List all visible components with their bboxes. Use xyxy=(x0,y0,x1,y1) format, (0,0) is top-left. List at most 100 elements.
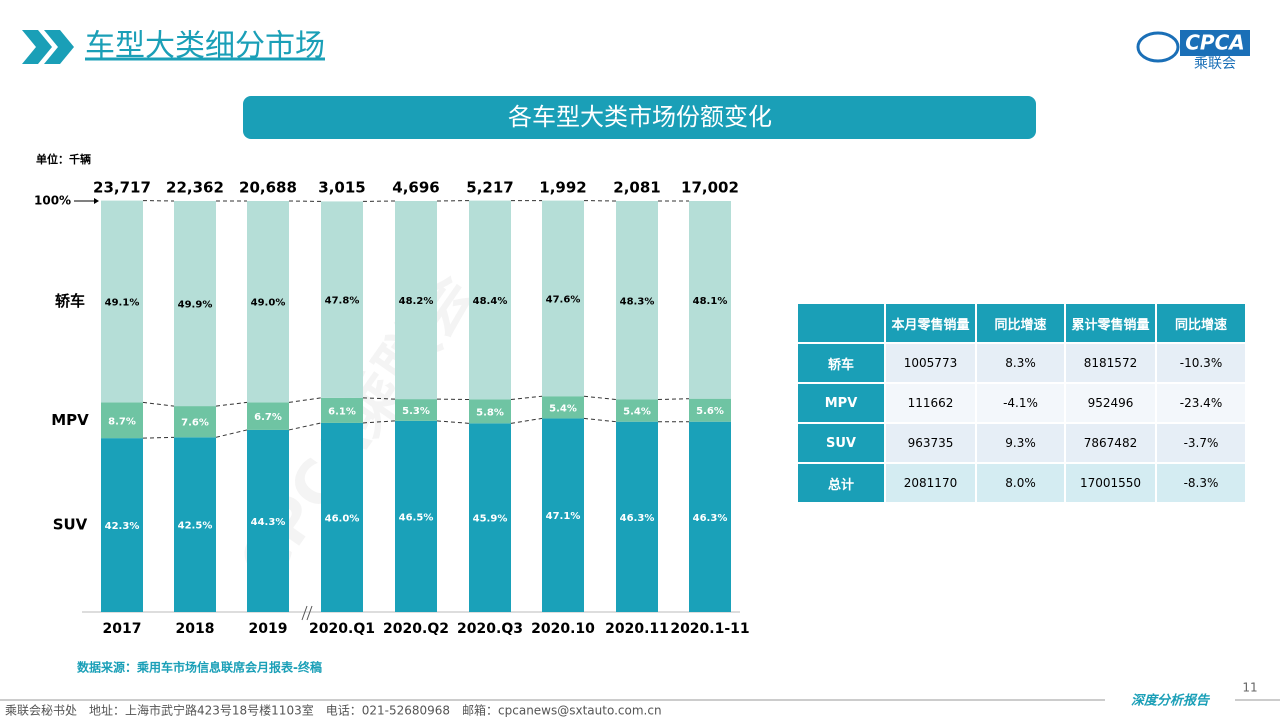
chevron xyxy=(22,30,52,64)
value-label: 42.3% xyxy=(105,521,140,532)
table-cell: 1005773 xyxy=(884,342,977,384)
bar-segment xyxy=(101,200,143,403)
x-tick-label: 2020.Q2 xyxy=(383,621,449,637)
bar-segment xyxy=(395,399,437,421)
table-cell: 952496 xyxy=(1064,382,1157,424)
value-label: 49.1% xyxy=(105,297,140,308)
value-label: 46.0% xyxy=(325,513,360,524)
table-cell: 7867482 xyxy=(1064,422,1157,464)
bar-segment xyxy=(321,422,363,612)
value-label: 6.7% xyxy=(254,412,282,423)
connector xyxy=(362,397,396,400)
bar-segment xyxy=(247,429,289,612)
value-label: 48.4% xyxy=(473,296,508,307)
bar-segment xyxy=(469,423,511,612)
connector xyxy=(510,417,543,424)
total-label: 5,217 xyxy=(466,179,513,197)
value-label: 46.3% xyxy=(693,513,728,524)
row-header: SUV xyxy=(796,422,886,464)
x-tick-label: 2020.Q3 xyxy=(457,621,523,637)
connector xyxy=(215,429,248,438)
value-label: 49.9% xyxy=(178,300,213,311)
table-header: 本月零售销量 同比增速 累计零售销量 同比增速 xyxy=(796,302,1247,344)
value-label: 47.1% xyxy=(546,511,581,522)
bar-segment xyxy=(395,420,437,612)
total-label: 2,081 xyxy=(613,179,660,197)
report-tag: 深度分析报告 xyxy=(1131,693,1211,709)
x-tick-label: 2020.10 xyxy=(531,621,595,637)
value-label: 47.6% xyxy=(546,294,581,305)
bar-segment xyxy=(689,398,731,422)
bar-segment xyxy=(174,201,216,407)
bar-segment xyxy=(616,201,658,400)
logo-box xyxy=(1180,30,1250,56)
table-cell: 2081170 xyxy=(884,462,977,504)
table-cell: -23.4% xyxy=(1155,382,1247,424)
table-cell: -10.3% xyxy=(1155,342,1247,384)
value-label: 48.3% xyxy=(620,296,655,307)
table-row: MPV 111662 -4.1% 952496 -23.4% xyxy=(796,382,1247,424)
connector xyxy=(657,398,690,401)
value-label: 5.4% xyxy=(549,403,577,414)
value-label: 44.3% xyxy=(251,517,286,528)
value-label: 5.4% xyxy=(623,407,651,418)
y-tick-label: 100% xyxy=(34,194,71,208)
table-row: SUV 963735 9.3% 7867482 -3.7% xyxy=(796,422,1247,464)
total-label: 3,015 xyxy=(318,179,365,197)
bar-segment xyxy=(542,200,584,397)
bar-segment xyxy=(395,201,437,400)
table-row: 轿车 1005773 8.3% 8181572 -10.3% xyxy=(796,342,1247,384)
x-tick-label: 2020.11 xyxy=(605,621,669,637)
value-label: 48.2% xyxy=(399,296,434,307)
total-label: 1,992 xyxy=(539,179,586,197)
bar-segment xyxy=(247,201,289,403)
header-cell xyxy=(796,302,886,344)
bar-segment xyxy=(174,437,216,612)
x-tick-label: 2017 xyxy=(103,621,142,637)
total-label: 23,717 xyxy=(93,179,151,197)
chart-title: 各车型大类市场份额变化 xyxy=(508,103,772,131)
table-cell: 17001550 xyxy=(1064,462,1157,504)
value-label: 49.0% xyxy=(251,298,286,309)
table-cell: -4.1% xyxy=(975,382,1066,424)
connector xyxy=(288,397,322,403)
table-cell: -3.7% xyxy=(1155,422,1247,464)
bar-segment xyxy=(321,397,363,423)
bar-segment xyxy=(101,438,143,612)
table-cell: 8181572 xyxy=(1064,342,1157,384)
logo-text: CPCA xyxy=(1185,31,1245,55)
value-label: 46.5% xyxy=(399,512,434,523)
bar-segment xyxy=(469,200,511,400)
header-cell: 本月零售销量 xyxy=(884,302,977,344)
total-label: 20,688 xyxy=(239,179,297,197)
row-header: 轿车 xyxy=(796,342,886,384)
bar-segment xyxy=(321,201,363,398)
logo-sub: 乘联会 xyxy=(1194,56,1236,72)
table-cell: 111662 xyxy=(884,382,977,424)
bar-segment xyxy=(689,421,731,612)
connector xyxy=(362,420,396,424)
bar-segment xyxy=(689,201,731,399)
header-cell: 同比增速 xyxy=(975,302,1066,344)
table-body: 轿车 1005773 8.3% 8181572 -10.3% MPV 111662 -4.1%… xyxy=(796,342,1247,504)
unit-label: 单位：千辆 xyxy=(36,152,91,166)
axis-break xyxy=(301,605,308,621)
value-label: 8.7% xyxy=(108,416,136,427)
bar-segment xyxy=(542,418,584,612)
bar-segment xyxy=(542,396,584,419)
axis-break xyxy=(306,605,313,621)
value-label: 48.1% xyxy=(693,296,728,307)
value-label: 7.6% xyxy=(181,418,209,429)
connector xyxy=(288,422,322,431)
banner xyxy=(243,96,1036,139)
bar-segment xyxy=(616,421,658,612)
connector xyxy=(510,395,543,401)
footer-contact: 乘联会秘书处 地址：上海市武宁路423号18号楼1103室 电话：021-526… xyxy=(5,703,662,718)
bar-segment xyxy=(174,406,216,438)
sales-table: 本月零售销量 同比增速 累计零售销量 同比增速 轿车 1005773 8.3% 818… xyxy=(796,302,1247,504)
connector xyxy=(142,401,175,407)
row-header: 总计 xyxy=(796,462,886,504)
series-label: 轿车 xyxy=(55,292,85,310)
logo-mark xyxy=(1136,31,1180,63)
